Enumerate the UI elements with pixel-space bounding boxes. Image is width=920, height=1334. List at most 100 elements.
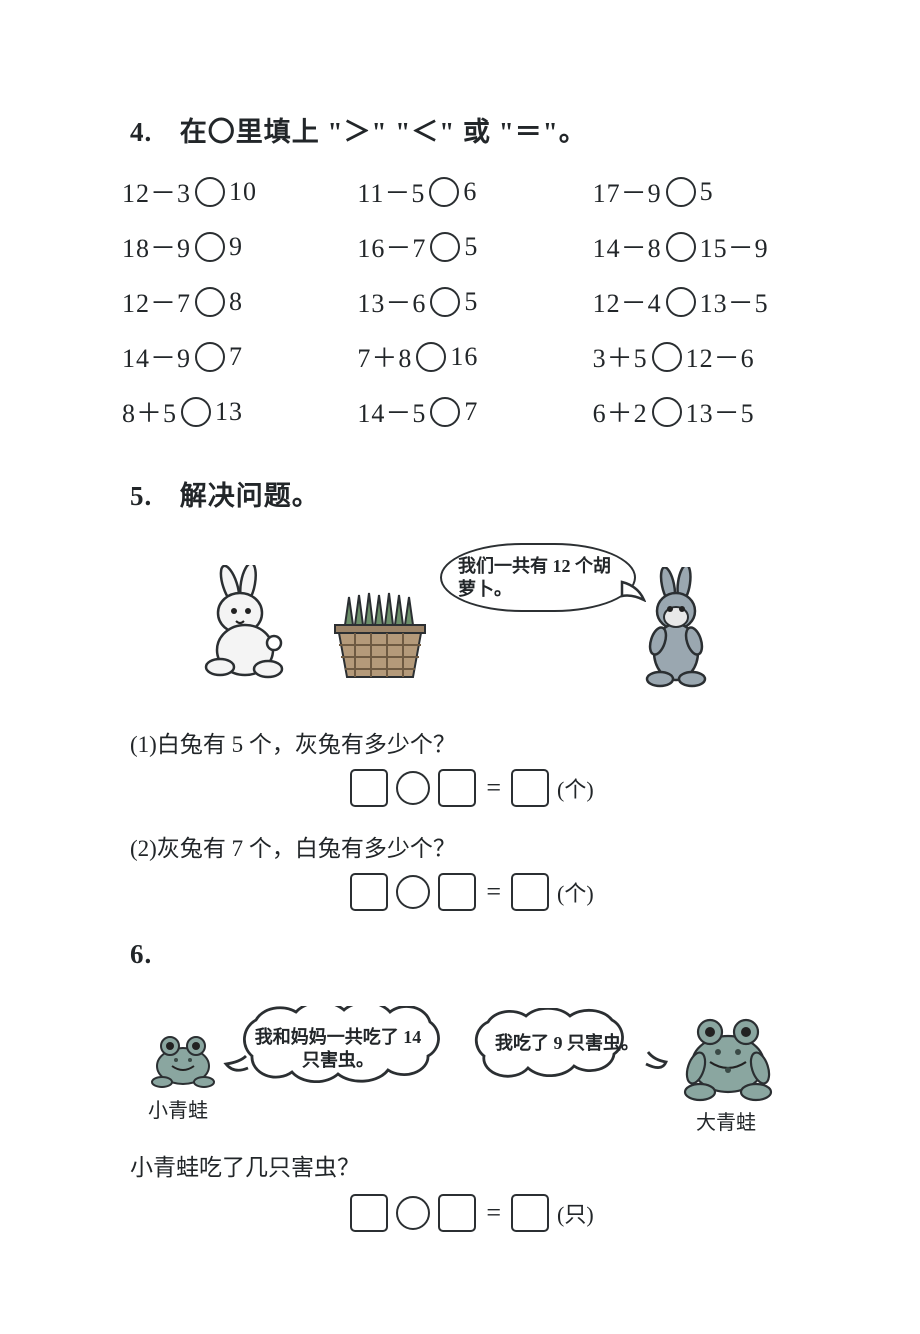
- compare-blank-circle[interactable]: [181, 397, 211, 427]
- blank-square[interactable]: [438, 1194, 476, 1232]
- cloud1-text-span: 我和妈妈一共吃了 14 只害虫。: [255, 1027, 422, 1070]
- compare-blank-circle[interactable]: [195, 342, 225, 372]
- blank-square[interactable]: [511, 769, 549, 807]
- compare-blank-circle[interactable]: [195, 177, 225, 207]
- blank-square[interactable]: [350, 873, 388, 911]
- blank-operator-circle[interactable]: [396, 875, 430, 909]
- q4-cell: 6＋2 13－5: [593, 393, 810, 430]
- q5-title: 解决问题。: [180, 481, 320, 511]
- expr-right: 13: [215, 397, 243, 427]
- expr-right: 15－9: [700, 228, 769, 265]
- expr-right: 12－6: [686, 338, 755, 375]
- grey-rabbit-icon: [630, 567, 725, 692]
- q6-question: 小青蛙吃了几只害虫？: [130, 1148, 810, 1182]
- expr-right: 5: [464, 287, 478, 317]
- q5-sub1: (1)白兔有 5 个，灰兔有多少个？: [130, 725, 810, 759]
- compare-blank-circle[interactable]: [416, 342, 446, 372]
- expr-left: 7＋8: [357, 338, 412, 375]
- compare-blank-circle[interactable]: [666, 177, 696, 207]
- blank-square[interactable]: [511, 1194, 549, 1232]
- q4-cell: 16－7 5: [357, 228, 574, 265]
- compare-blank-circle[interactable]: [195, 232, 225, 262]
- blank-square[interactable]: [350, 1194, 388, 1232]
- speech-bubble: 我们一共有 12 个胡萝卜。: [440, 543, 636, 612]
- expr-left: 8＋5: [122, 393, 177, 430]
- expr-right: 6: [463, 177, 477, 207]
- unit-label: (只): [557, 1197, 594, 1229]
- worksheet-page: 4. 在〇里填上 "＞" "＜" 或 "＝"。 12－3 10 11－5 6 17－…: [0, 0, 920, 1334]
- expr-left: 14－5: [357, 393, 426, 430]
- big-frog-icon: [678, 1012, 778, 1107]
- equals-sign: =: [486, 877, 501, 907]
- blank-square[interactable]: [511, 873, 549, 911]
- white-rabbit-icon: [190, 565, 300, 685]
- expr-right: 7: [229, 342, 243, 372]
- compare-blank-circle[interactable]: [430, 287, 460, 317]
- blank-operator-circle[interactable]: [396, 1196, 430, 1230]
- q4-cell: 7＋8 16: [357, 338, 574, 375]
- small-frog-icon: [148, 1030, 218, 1090]
- expr-left: 12－3: [122, 173, 191, 210]
- compare-blank-circle[interactable]: [430, 232, 460, 262]
- expr-left: 3＋5: [593, 338, 648, 375]
- q4-cell: 14－57: [357, 393, 574, 430]
- expr-right: 16: [450, 342, 478, 372]
- cloud1-text: 我和妈妈一共吃了 14 只害虫。: [248, 1026, 428, 1071]
- expr-left: 18－9: [122, 228, 191, 265]
- q6-eq: = (只): [130, 1194, 810, 1232]
- expr-left: 17－9: [593, 173, 662, 210]
- expr-left: 6＋2: [593, 393, 648, 430]
- blank-square[interactable]: [438, 873, 476, 911]
- expr-left: 11－5: [357, 173, 425, 210]
- unit-label: (个): [557, 772, 594, 804]
- q4-cell: 12－4 13－5: [593, 283, 810, 320]
- q4-cell: 13－6 5: [357, 283, 574, 320]
- expr-left: 13－6: [357, 283, 426, 320]
- q4-grid: 12－310 11－56 17－95 18－99 16－75 14－815－9 …: [122, 173, 810, 430]
- compare-blank-circle[interactable]: [666, 287, 696, 317]
- q4-title: 在〇里填上 "＞" "＜" 或 "＝"。: [180, 117, 587, 147]
- q6-number: 6.: [130, 939, 172, 970]
- compare-blank-circle[interactable]: [429, 177, 459, 207]
- expr-right: 13－5: [700, 283, 769, 320]
- q4-cell: 8＋5 13: [122, 393, 339, 430]
- expr-left: 12－4: [593, 283, 662, 320]
- expr-right: 8: [229, 287, 243, 317]
- q4-cell: 12－78: [122, 283, 339, 320]
- expr-left: 14－9: [122, 338, 191, 375]
- blank-square[interactable]: [350, 769, 388, 807]
- blank-square[interactable]: [438, 769, 476, 807]
- q4-cell: 14－9 7: [122, 338, 339, 375]
- expr-left: 14－8: [593, 228, 662, 265]
- compare-blank-circle[interactable]: [652, 342, 682, 372]
- expr-right: 10: [229, 177, 257, 207]
- big-frog-label: 大青蛙: [696, 1106, 756, 1135]
- compare-blank-circle[interactable]: [195, 287, 225, 317]
- compare-blank-circle[interactable]: [652, 397, 682, 427]
- unit-label: (个): [557, 876, 594, 908]
- q4-cell: 17－9 5: [593, 173, 810, 210]
- q4-number: 4.: [130, 117, 172, 148]
- cloud2-text: 我吃了 9 只害虫。: [482, 1032, 652, 1055]
- q4-cell: 18－9 9: [122, 228, 339, 265]
- q5-eq1: = (个): [130, 769, 810, 807]
- q5-eq2: = (个): [130, 873, 810, 911]
- compare-blank-circle[interactable]: [430, 397, 460, 427]
- carrot-basket-icon: [325, 585, 435, 690]
- q5-heading: 5. 解决问题。: [130, 474, 810, 513]
- q4-cell: 14－8 15－9: [593, 228, 810, 265]
- small-frog-label: 小青蛙: [148, 1094, 208, 1123]
- expr-right: 5: [700, 177, 714, 207]
- compare-blank-circle[interactable]: [666, 232, 696, 262]
- blank-operator-circle[interactable]: [396, 771, 430, 805]
- expr-right: 9: [229, 232, 243, 262]
- equals-sign: =: [486, 1198, 501, 1228]
- expr-right: 13－5: [686, 393, 755, 430]
- q4-heading: 4. 在〇里填上 "＞" "＜" 或 "＝"。: [130, 110, 810, 149]
- q4-cell: 12－3 10: [122, 173, 339, 210]
- expr-right: 5: [464, 232, 478, 262]
- q5-sub2: (2)灰兔有 7 个，白兔有多少个？: [130, 829, 810, 863]
- q5-number: 5.: [130, 481, 172, 512]
- q6-heading: 6.: [130, 939, 810, 970]
- expr-left: 16－7: [357, 228, 426, 265]
